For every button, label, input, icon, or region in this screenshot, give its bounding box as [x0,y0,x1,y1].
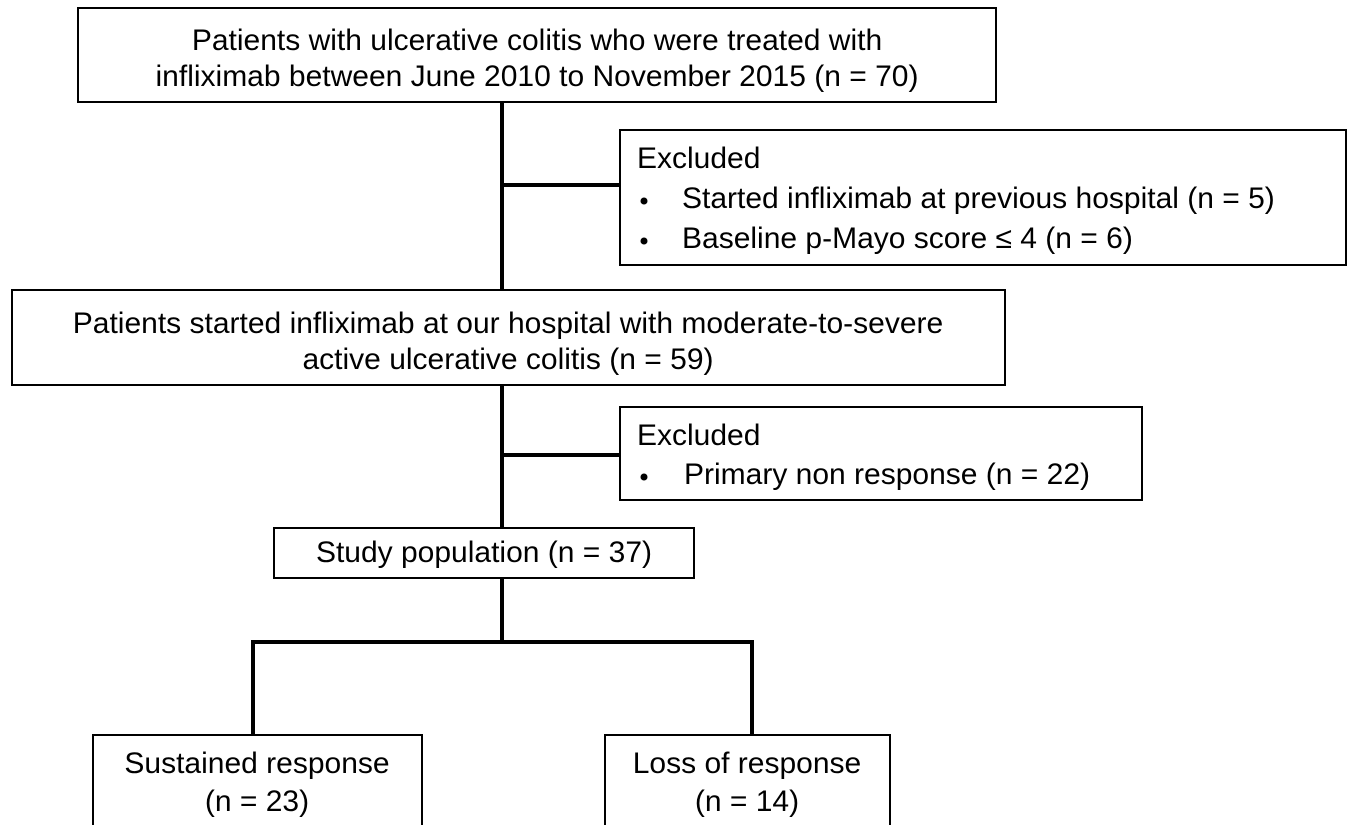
node-text: Study population (n = 37) [316,536,652,569]
node-box [77,7,997,103]
node-text: Patients with ulcerative colitis who wer… [192,24,882,57]
bullet [640,237,648,245]
exclusion-title: Excluded [637,419,760,452]
node-box [11,289,1006,386]
node-text: (n = 23) [205,785,309,818]
bullet [640,197,648,205]
node-box [273,527,695,579]
node-text: Loss of response [633,747,861,780]
exclusion-item: Started infliximab at previous hospital … [682,182,1275,215]
exclusion-item: Primary non response (n = 22) [684,458,1090,491]
node-text: Patients started infliximab at our hospi… [73,307,943,340]
exclusion-box [619,129,1347,266]
exclusion-title: Excluded [637,142,760,175]
exclusion-item: Baseline p-Mayo score ≤ 4 (n = 6) [682,222,1133,255]
node-text: infliximab between June 2010 to November… [156,60,919,93]
node-box [604,734,891,825]
bullet [640,473,648,481]
node-box [92,734,423,825]
node-text: active ulcerative colitis (n = 59) [302,343,713,376]
exclusion-box [619,406,1143,501]
node-text: (n = 14) [695,785,799,818]
node-text: Sustained response [124,747,389,780]
